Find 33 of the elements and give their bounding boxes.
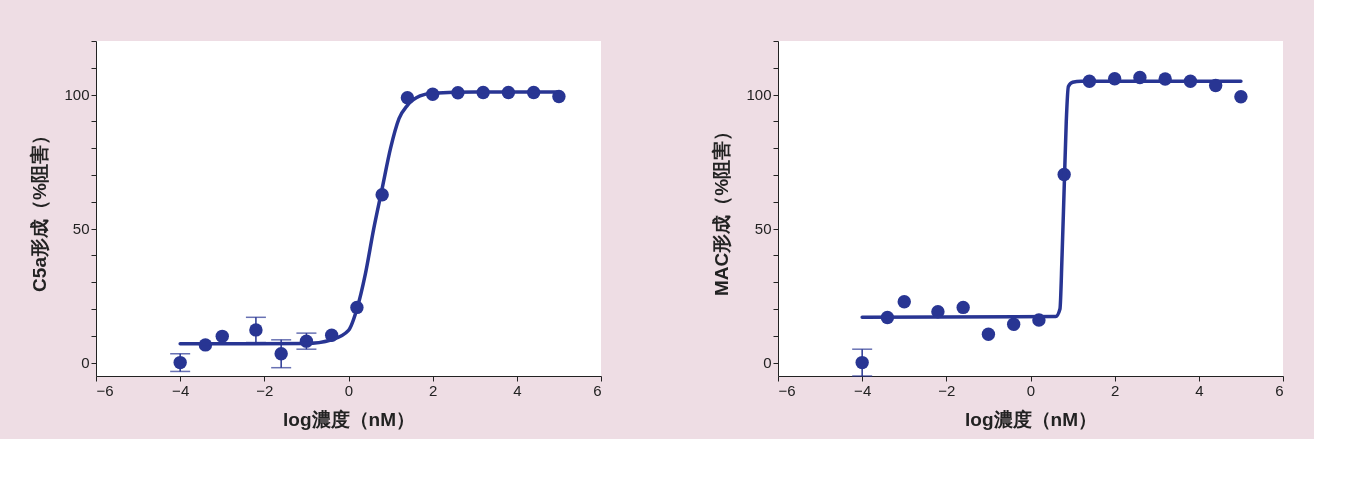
y-tick-label: 0 [763,354,772,372]
point [855,355,869,370]
point [956,300,970,315]
x-tick-label: −6 [778,381,796,399]
point [1234,90,1248,104]
x-tick-label: −4 [854,381,872,399]
x-tick-label: 4 [1195,381,1204,399]
point [1006,317,1021,331]
x-tick-label: −2 [938,381,956,399]
y-tick-label: 50 [72,220,90,238]
point [897,295,911,309]
x-tick-label: −4 [172,381,190,399]
point [249,323,263,337]
x-tick-label: 2 [1110,381,1120,399]
x-tick-label: −2 [256,381,274,399]
point [215,329,229,344]
x-tick-label: 2 [428,381,438,399]
y-tick-label: 50 [754,220,772,238]
point [274,347,288,361]
y-tick-label: 100 [64,86,90,104]
x-tick-label: 4 [513,381,522,399]
y-tick-label: 100 [746,86,772,104]
x-tick-label: −6 [96,381,114,399]
x-axis-title: log濃度（nM） [965,408,1097,430]
x-tick-label: 6 [593,381,602,399]
point [981,327,996,341]
y-axis-title: MAC形成（%阻害） [711,121,733,297]
x-tick-label: 6 [1275,381,1284,399]
x-axis-title: log濃度（nM） [283,408,415,430]
y-tick-label: 0 [81,354,90,372]
y-axis-title: C5a形成（%阻害） [29,126,51,292]
x-tick-label: 0 [344,381,354,399]
x-tick-label: 0 [1026,381,1036,399]
